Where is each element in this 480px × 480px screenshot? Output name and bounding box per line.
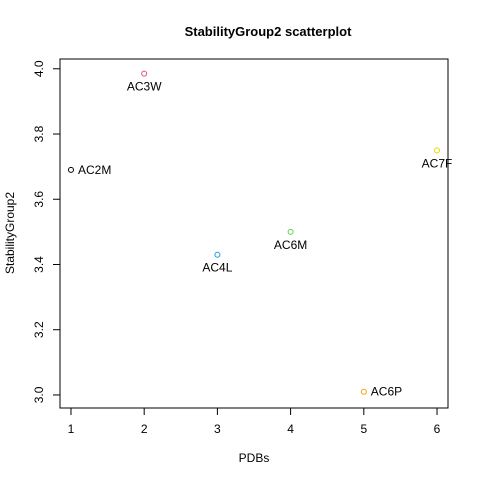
y-tick-label: 4.0 [32,60,46,77]
point-label: AC2M [78,163,111,177]
y-axis: 3.0 3.2 3.4 3.6 3.8 4.0 [32,60,61,403]
point-label: AC6P [371,385,402,399]
point-label: AC4L [202,261,232,275]
point-label: AC7F [422,156,453,170]
data-points: AC2M AC3W AC4L AC6M AC6P AC7F [67,70,453,399]
data-point [67,166,74,173]
data-point [214,251,221,258]
y-axis-label: StabilityGroup2 [3,192,17,274]
x-tick-label: 5 [360,422,367,436]
y-tick-label: 3.2 [32,321,46,338]
x-tick-label: 4 [287,422,294,436]
x-tick-label: 1 [68,422,75,436]
plot-frame [59,58,449,409]
x-axis-label: PDBs [239,451,270,465]
data-point [287,228,294,235]
chart-title: StabilityGroup2 scatterplot [185,24,353,39]
data-point [141,70,148,77]
data-point [434,147,441,154]
point-label: AC3W [127,80,162,94]
point-label: AC6M [274,238,307,252]
x-axis: 1 2 3 4 5 6 [68,407,441,436]
data-point [360,388,367,395]
y-tick-label: 3.6 [32,191,46,208]
x-tick-label: 2 [141,422,148,436]
x-tick-label: 6 [434,422,441,436]
y-tick-label: 3.0 [32,386,46,403]
x-tick-label: 3 [214,422,221,436]
y-tick-label: 3.4 [32,256,46,273]
y-tick-label: 3.8 [32,125,46,142]
